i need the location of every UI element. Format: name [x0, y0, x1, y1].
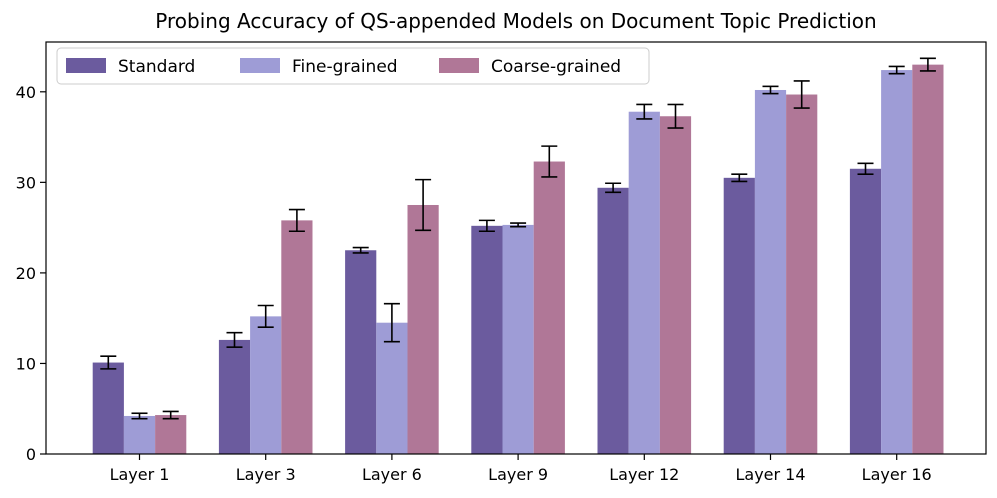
chart-title: Probing Accuracy of QS-appended Models o… [155, 9, 876, 33]
x-tick-label: Layer 12 [609, 465, 679, 484]
error-bar-standard-layer-14 [731, 173, 748, 183]
error-bar-standard-layer-1 [100, 355, 117, 370]
bar-standard-layer-9 [471, 225, 503, 454]
legend-item-fine-grained: Fine-grained [240, 57, 398, 77]
legend-item-standard: Standard [66, 57, 195, 77]
bar-coarse-grained-layer-12 [659, 116, 692, 454]
bar-fine-grained-layer-1 [123, 415, 156, 454]
bar-coarse-grained-layer-16 [912, 64, 944, 454]
error-bar-fine-grained-layer-9 [510, 222, 527, 228]
error-bar-fine-grained-layer-16 [888, 65, 905, 75]
legend-item-coarse-grained: Coarse-grained [439, 57, 621, 77]
bar-coarse-grained-layer-1 [155, 415, 187, 454]
error-bar-coarse-grained-layer-3 [288, 208, 305, 233]
error-bar-coarse-grained-layer-9 [541, 145, 558, 178]
legend-box [56, 47, 650, 85]
error-bar-fine-grained-layer-6 [383, 302, 400, 343]
bar-standard-layer-16 [849, 168, 882, 454]
error-bar-coarse-grained-layer-6 [415, 178, 432, 232]
y-tick-label: 0 [26, 445, 36, 464]
error-bar-standard-layer-3 [226, 331, 243, 348]
bar-standard-layer-14 [723, 177, 755, 454]
bar-fine-grained-layer-9 [502, 224, 534, 454]
error-bar-coarse-grained-layer-16 [919, 57, 936, 72]
bar-fine-grained-layer-16 [881, 70, 913, 454]
error-bar-fine-grained-layer-12 [636, 103, 653, 120]
legend-swatch [66, 58, 106, 73]
bar-coarse-grained-layer-6 [407, 204, 439, 454]
legend: Standard Fine-grained Coarse-grained [56, 47, 650, 85]
y-tick-label: 10 [16, 354, 36, 373]
axes-layer: 0 10 20 30 40 Layer 1 Layer 3 Layer 6 Layer 9 Lay… [16, 41, 987, 484]
bar-fine-grained-layer-3 [250, 316, 282, 454]
bar-standard-layer-1 [92, 362, 124, 454]
bar-coarse-grained-layer-14 [786, 94, 818, 455]
error-bar-standard-layer-12 [605, 182, 622, 194]
legend-swatch [439, 58, 479, 73]
legend-swatch [240, 58, 280, 73]
bar-fine-grained-layer-14 [754, 89, 787, 455]
y-tick-label: 20 [16, 264, 36, 283]
bar-standard-layer-12 [597, 187, 629, 454]
bar-fine-grained-layer-6 [376, 322, 408, 454]
error-bar-standard-layer-6 [352, 246, 369, 254]
x-tick-label: Layer 14 [735, 465, 805, 484]
x-tick-label: Layer 9 [488, 465, 548, 484]
error-bar-coarse-grained-layer-14 [793, 80, 810, 109]
x-tick-label: Layer 3 [236, 465, 296, 484]
error-bar-standard-layer-9 [478, 219, 495, 233]
error-bar-standard-layer-16 [857, 162, 874, 176]
error-bar-fine-grained-layer-14 [762, 85, 779, 95]
bars-layer [92, 64, 944, 455]
bar-fine-grained-layer-12 [628, 111, 660, 454]
bar-coarse-grained-layer-3 [281, 220, 313, 454]
legend-label: Fine-grained [292, 57, 398, 77]
x-tick-label: Layer 6 [362, 465, 422, 484]
bar-standard-layer-3 [218, 339, 251, 454]
legend-label: Standard [118, 57, 195, 77]
x-tick-label: Layer 16 [862, 465, 932, 484]
x-tick-label: Layer 1 [110, 465, 170, 484]
plot-frame [45, 41, 987, 455]
y-tick-label: 30 [16, 173, 36, 192]
legend-label: Coarse-grained [491, 57, 621, 77]
error-bars-layer [100, 57, 936, 420]
error-bar-fine-grained-layer-1 [131, 412, 148, 420]
error-bar-coarse-grained-layer-1 [162, 410, 179, 420]
error-bar-fine-grained-layer-3 [257, 304, 274, 329]
y-tick-label: 40 [16, 83, 36, 102]
bar-standard-layer-6 [345, 250, 377, 454]
error-bar-coarse-grained-layer-12 [667, 103, 684, 129]
bar-coarse-grained-layer-9 [533, 161, 565, 454]
